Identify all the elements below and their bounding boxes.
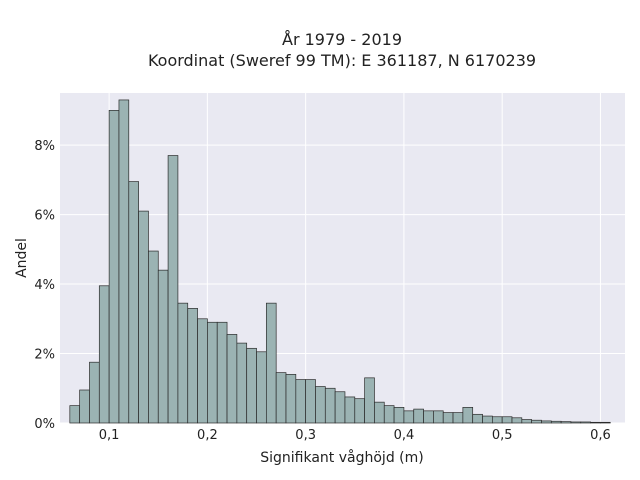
- histogram-bar: [462, 407, 474, 424]
- histogram-bar: [315, 386, 326, 424]
- histogram-bar: [491, 416, 503, 424]
- histogram-bar: [344, 396, 356, 424]
- histogram-bar: [452, 412, 464, 424]
- histogram-bar: [472, 413, 483, 424]
- histogram-bar: [560, 421, 572, 424]
- histogram-bar: [128, 181, 139, 424]
- histogram-bar: [98, 285, 110, 424]
- histogram-bar: [393, 407, 405, 424]
- x-tick-label: 0,6: [590, 428, 611, 443]
- histogram-bar: [236, 342, 248, 424]
- histogram-bar: [570, 421, 582, 424]
- histogram-bar: [177, 302, 189, 424]
- histogram-bar: [167, 155, 179, 424]
- x-tick-label: 0,5: [492, 428, 513, 443]
- histogram-bar: [216, 321, 228, 424]
- histogram-bar: [226, 334, 238, 424]
- histogram-bar: [511, 417, 523, 424]
- histogram-bar: [157, 269, 169, 424]
- y-tick-label: 2%: [34, 348, 55, 363]
- y-tick-label: 8%: [34, 139, 55, 154]
- y-tick-label: 4%: [34, 278, 55, 293]
- x-tick-label: 0,1: [99, 428, 120, 443]
- y-axis-label: Andel: [14, 238, 30, 278]
- histogram-bar: [600, 421, 611, 424]
- histogram-bar: [531, 419, 542, 424]
- histogram-bar: [433, 410, 444, 424]
- histogram-bar: [187, 308, 198, 424]
- histogram-bar: [324, 387, 336, 424]
- x-axis-ticks: 0,1 0,2 0,3 0,4 0,5 0,6: [99, 428, 611, 443]
- histogram-bar: [403, 410, 415, 424]
- histogram-bar: [108, 110, 120, 424]
- chart-title-line2: Koordinat (Sweref 99 TM): E 361187, N 61…: [148, 51, 536, 70]
- histogram-bar: [148, 250, 159, 424]
- histogram-bar: [413, 408, 424, 424]
- histogram-bar: [482, 415, 493, 424]
- histogram-bar: [138, 210, 149, 424]
- y-tick-label: 6%: [34, 209, 55, 224]
- y-tick-label: 0%: [34, 417, 55, 432]
- histogram-bar: [364, 377, 375, 424]
- x-axis-label: Signifikant våghöjd (m): [260, 449, 423, 466]
- x-tick-label: 0,3: [295, 428, 316, 443]
- histogram-bar: [383, 405, 395, 424]
- histogram-bar: [265, 302, 277, 424]
- histogram-bars: [69, 99, 611, 424]
- x-tick-label: 0,4: [394, 428, 415, 443]
- histogram-bar: [305, 379, 316, 424]
- histogram-bar: [79, 389, 90, 424]
- histogram-bar: [256, 351, 267, 424]
- histogram-bar: [285, 374, 297, 424]
- histogram-bar: [275, 372, 287, 424]
- histogram-bar: [354, 398, 365, 424]
- x-tick-label: 0,2: [197, 428, 218, 443]
- histogram-bar: [69, 405, 81, 424]
- histogram-bar: [374, 401, 385, 424]
- histogram-bar: [550, 420, 562, 424]
- histogram-bar: [246, 347, 257, 424]
- histogram-bar: [197, 318, 208, 424]
- histogram-bar: [501, 416, 513, 424]
- histogram-bar: [334, 391, 346, 424]
- histogram-bar: [580, 421, 591, 424]
- histogram-bar: [89, 361, 100, 424]
- histogram-bar: [207, 321, 218, 424]
- histogram-bar: [442, 412, 454, 424]
- chart-title-line1: År 1979 - 2019: [282, 30, 402, 49]
- histogram-bar: [521, 419, 533, 424]
- histogram-bar: [590, 421, 601, 424]
- histogram-bar: [541, 420, 552, 424]
- histogram-bar: [423, 410, 434, 424]
- histogram-bar: [295, 379, 307, 424]
- histogram-bar: [118, 99, 130, 424]
- y-axis-ticks: 0% 2% 4% 6% 8%: [34, 139, 55, 432]
